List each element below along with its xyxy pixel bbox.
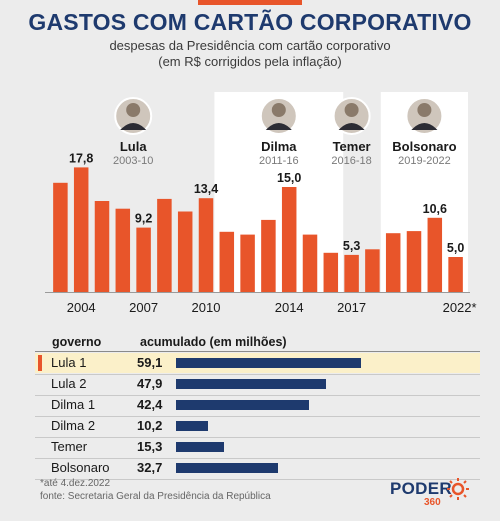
- bar-2008: [157, 198, 172, 292]
- gov-name-0: Lula: [120, 139, 147, 154]
- bar-2013: [261, 219, 276, 292]
- poder360-logo: PODER 360: [390, 477, 470, 508]
- logo-text: PODER: [390, 479, 452, 498]
- row-separator: [35, 457, 480, 459]
- row-value: 10,2: [137, 418, 163, 433]
- row-name: Bolsonaro: [51, 460, 110, 475]
- row-bar: [176, 379, 326, 389]
- bar-2014: [281, 187, 297, 292]
- portrait-body-3: [411, 123, 438, 130]
- bar-2015: [302, 234, 318, 292]
- bar-2016: [323, 252, 339, 292]
- row-bar: [176, 442, 224, 452]
- portrait-body-0: [120, 123, 147, 130]
- row-separator: [35, 415, 480, 417]
- bar-2020: [406, 231, 422, 292]
- bar-2007: [136, 227, 151, 292]
- data-label-2022*: 5,0: [447, 241, 464, 255]
- bar-2019: [385, 233, 401, 292]
- row-value: 32,7: [137, 460, 163, 475]
- data-label-2014: 15,0: [277, 171, 301, 185]
- row-name: Lula 1: [51, 355, 87, 370]
- data-label-2017: 5,3: [343, 239, 360, 253]
- table-row: Lula 1 59,1: [35, 353, 480, 373]
- data-label-2021: 10,6: [423, 202, 447, 216]
- table-header-acumulado: acumulado (em milhões): [140, 335, 287, 349]
- sun-icon: [447, 478, 469, 500]
- row-separator: [35, 373, 480, 375]
- row-name: Lula 2: [51, 376, 87, 391]
- x-tick-2017: 2017: [337, 300, 366, 315]
- row-bar: [176, 400, 309, 410]
- subtitle-line-1: despesas da Presidência com cartão corpo…: [109, 38, 391, 53]
- top-accent-bar: [198, 0, 302, 5]
- row-name: Dilma 1: [51, 397, 96, 412]
- data-label-2004: 17,8: [69, 151, 93, 165]
- data-label-2010: 13,4: [194, 182, 218, 196]
- bar-2022*: [448, 257, 463, 292]
- bar-2005: [94, 201, 110, 292]
- portrait-body-2: [338, 123, 365, 130]
- table-row: Dilma 1 42,4: [35, 395, 480, 415]
- gov-period-3: 2019-2022: [398, 155, 451, 167]
- gov-name-3: Bolsonaro: [392, 139, 456, 154]
- source-note: fonte: Secretaria Geral da Presidência d…: [40, 491, 271, 502]
- portrait-head-3: [417, 103, 432, 117]
- data-label-2007: 9,2: [135, 212, 152, 226]
- bar-2004: [73, 167, 89, 292]
- bar-2017: [344, 254, 359, 292]
- row-bar: [176, 358, 361, 368]
- x-tick-2022*: 2022*: [443, 300, 477, 315]
- bar-2011: [219, 231, 235, 292]
- table-header-separator: [35, 351, 480, 352]
- table-row: Bolsonaro 32,7: [35, 458, 480, 478]
- row-value: 59,1: [137, 355, 163, 370]
- x-tick-2007: 2007: [129, 300, 158, 315]
- bar-2003: [53, 182, 68, 292]
- row-value: 15,3: [137, 439, 163, 454]
- gov-period-2: 2016-18: [331, 155, 371, 167]
- portrait-head-2: [344, 103, 359, 117]
- portrait-head-0: [126, 103, 141, 117]
- table-row: Dilma 2 10,2: [35, 416, 480, 436]
- footnote: *até 4.dez.2022: [40, 478, 111, 489]
- row-separator: [35, 436, 480, 438]
- bar-2010: [198, 198, 214, 292]
- row-bar: [176, 463, 279, 473]
- logo-sub: 360: [424, 497, 441, 508]
- table-row: Temer 15,3: [35, 437, 480, 457]
- table-row: Lula 2 47,9: [35, 374, 480, 394]
- bar-2021: [427, 217, 443, 292]
- x-tick-2010: 2010: [192, 300, 221, 315]
- row-name: Dilma 2: [51, 418, 96, 433]
- bar-2009: [177, 211, 193, 292]
- gov-name-1: Dilma: [261, 139, 297, 154]
- gov-period-1: 2011-16: [259, 155, 299, 167]
- bar-2012: [240, 234, 255, 292]
- x-tick-2014: 2014: [275, 300, 304, 315]
- x-tick-2004: 2004: [67, 300, 96, 315]
- portrait-head-1: [271, 103, 286, 117]
- page-title: GASTOS COM CARTÃO CORPORATIVO: [28, 9, 472, 35]
- row-value: 42,4: [137, 397, 163, 412]
- gov-period-0: 2003-10: [113, 155, 153, 167]
- row-separator: [35, 394, 480, 396]
- row-value: 47,9: [137, 376, 163, 391]
- row-separator: [35, 478, 480, 480]
- subtitle-line-2: (em R$ corrigidos pela inflação): [158, 54, 342, 69]
- row-name: Temer: [51, 439, 88, 454]
- table-header-governo: governo: [52, 335, 102, 349]
- row-bar: [176, 421, 208, 431]
- bar-2018: [365, 249, 380, 292]
- gov-name-2: Temer: [333, 139, 371, 154]
- portrait-body-1: [265, 123, 292, 130]
- bar-2006: [115, 208, 131, 292]
- row-marker: [38, 355, 42, 371]
